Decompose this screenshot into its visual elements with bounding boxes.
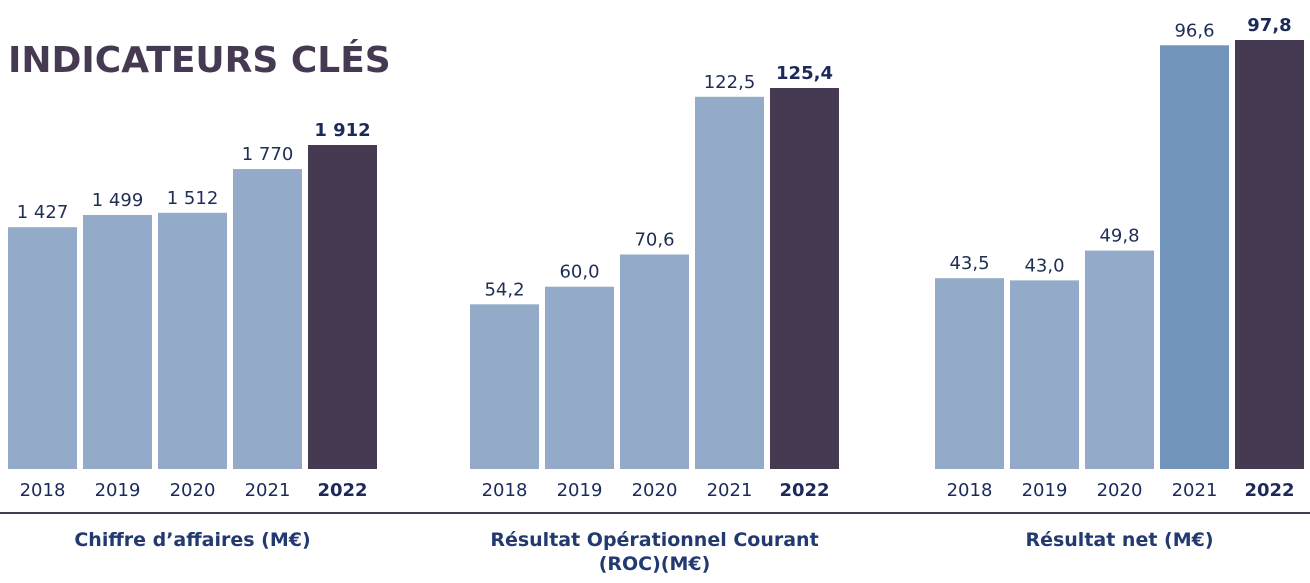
- value-label: 97,8: [1247, 15, 1291, 36]
- chart-title: Résultat Opérationnel Courant (ROC)(M€): [490, 529, 819, 575]
- bar: [83, 214, 152, 469]
- x-tick-label: 2021: [245, 480, 291, 501]
- x-tick-label: 2018: [947, 480, 993, 501]
- x-tick-label: 2022: [779, 480, 829, 501]
- chart-title: Chiffre d’affaires (M€): [74, 529, 311, 551]
- x-tick-label: 2019: [557, 480, 603, 501]
- value-label: 60,0: [559, 262, 599, 283]
- x-tick-label: 2019: [95, 480, 141, 501]
- x-tick-label: 2020: [1097, 480, 1143, 501]
- value-label: 1 512: [167, 188, 219, 209]
- bar: [308, 145, 377, 469]
- x-tick-label: 2022: [317, 480, 367, 501]
- page-title: INDICATEURS CLÉS: [8, 39, 391, 81]
- value-label: 54,2: [484, 279, 524, 300]
- value-label: 43,0: [1024, 255, 1064, 276]
- value-label: 96,6: [1174, 20, 1214, 41]
- bar: [1160, 45, 1229, 470]
- x-tick-label: 2018: [20, 480, 66, 501]
- bar: [8, 227, 77, 469]
- bar: [1235, 40, 1304, 469]
- x-tick-label: 2020: [632, 480, 678, 501]
- value-label: 43,5: [949, 253, 989, 274]
- bar: [935, 278, 1004, 469]
- x-tick-label: 2018: [482, 480, 528, 501]
- value-label: 125,4: [776, 63, 833, 84]
- value-label: 1 427: [17, 202, 69, 223]
- x-tick-label: 2019: [1022, 480, 1068, 501]
- x-tick-label: 2022: [1244, 480, 1294, 501]
- bar: [158, 212, 227, 470]
- x-tick-label: 2021: [1172, 480, 1218, 501]
- bar: [1010, 280, 1079, 469]
- bar: [233, 169, 302, 470]
- value-label: 1 499: [92, 190, 144, 211]
- bar: [770, 88, 839, 469]
- x-tick-label: 2020: [170, 480, 216, 501]
- value-label: 70,6: [634, 229, 674, 250]
- value-label: 1 770: [242, 144, 294, 165]
- chart-title: Résultat net (M€): [1025, 529, 1214, 551]
- bar: [470, 304, 539, 469]
- bar: [620, 254, 689, 469]
- bar: [545, 286, 614, 469]
- bar: [1085, 250, 1154, 469]
- value-label: 1 912: [314, 120, 370, 141]
- x-tick-label: 2021: [707, 480, 753, 501]
- value-label: 122,5: [704, 72, 756, 93]
- bar: [695, 96, 764, 469]
- value-label: 49,8: [1099, 226, 1139, 247]
